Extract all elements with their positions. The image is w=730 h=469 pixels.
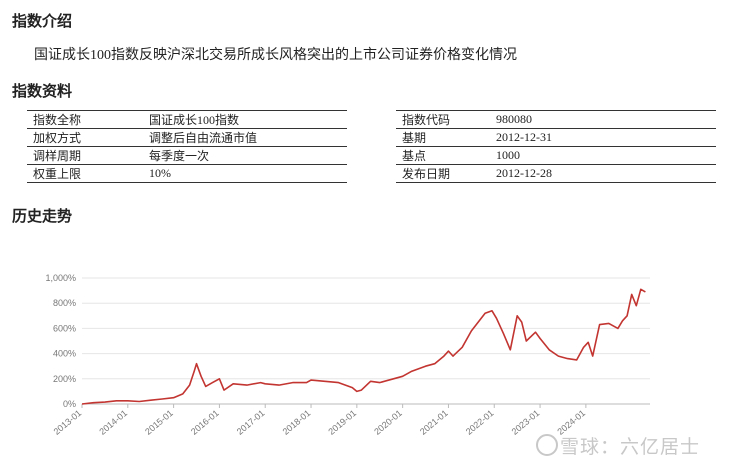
profile-label: 加权方式 (27, 128, 143, 147)
intro-heading: 指数介绍 (12, 13, 73, 30)
history-heading: 历史走势 (12, 208, 73, 225)
intro-text: 国证成长100指数反映沪深北交易所成长风格突出的上市公司证券价格变化情况 (34, 48, 517, 63)
profile-label: 基点 (396, 146, 490, 165)
profile-label: 发布日期 (396, 164, 490, 183)
y-tick-label: 800% (53, 298, 76, 308)
table-row: 加权方式 调整后自由流通市值 (27, 128, 347, 147)
table-row: 基点 1000 (396, 146, 716, 165)
y-tick-label: 400% (53, 349, 76, 359)
profile-label: 指数全称 (27, 110, 143, 129)
x-tick-label: 2014-01 (97, 408, 129, 437)
table-row: 权重上限 10% (27, 164, 347, 183)
profile-label: 指数代码 (396, 110, 490, 129)
profile-table-right: 指数代码 980080 基期 2012-12-31 基点 1000 发布日期 2012-… (396, 110, 716, 183)
table-row: 基期 2012-12-31 (396, 128, 716, 147)
profile-value: 调整后自由流通市值 (143, 128, 347, 147)
index-return-line (81, 288, 646, 405)
x-tick-label: 2021-01 (418, 408, 450, 437)
table-row: 调样周期 每季度一次 (27, 146, 347, 165)
x-tick-label: 2013-01 (52, 408, 84, 437)
y-tick-label: 1,000% (45, 273, 76, 283)
x-tick-label: 2017-01 (235, 408, 267, 437)
profile-table-left: 指数全称 国证成长100指数 加权方式 调整后自由流通市值 调样周期 每季度一次 权重… (27, 110, 347, 183)
profile-value: 2012-12-28 (490, 164, 716, 183)
table-row: 发布日期 2012-12-28 (396, 164, 716, 183)
y-tick-label: 200% (53, 374, 76, 384)
watermark: 雪球：六亿居士 (536, 432, 700, 459)
profile-value: 10% (143, 164, 347, 183)
snowball-logo-icon (536, 434, 558, 456)
x-tick-label: 2019-01 (326, 408, 358, 437)
profile-label: 调样周期 (27, 146, 143, 165)
profile-label: 基期 (396, 128, 490, 147)
y-tick-label: 600% (53, 323, 76, 333)
table-row: 指数全称 国证成长100指数 (27, 110, 347, 129)
x-tick-label: 2016-01 (189, 408, 221, 437)
profile-value: 国证成长100指数 (143, 110, 347, 129)
x-tick-label: 2020-01 (372, 408, 404, 437)
table-row: 指数代码 980080 (396, 110, 716, 129)
profile-value: 每季度一次 (143, 146, 347, 165)
profile-value: 2012-12-31 (490, 128, 716, 147)
x-tick-label: 2015-01 (143, 408, 175, 437)
x-tick-label: 2022-01 (464, 408, 496, 437)
watermark-text: 雪球：六亿居士 (560, 436, 701, 458)
y-tick-label: 0% (63, 399, 76, 409)
profile-value: 1000 (490, 146, 716, 165)
profile-heading: 指数资料 (12, 83, 73, 100)
history-line-chart: 0% 200% 400% 600% 800% 1,000% 2013-01 2014-01 20… (45, 273, 650, 437)
profile-label: 权重上限 (27, 164, 143, 183)
x-tick-label: 2018-01 (281, 408, 313, 437)
profile-value: 980080 (490, 110, 716, 129)
